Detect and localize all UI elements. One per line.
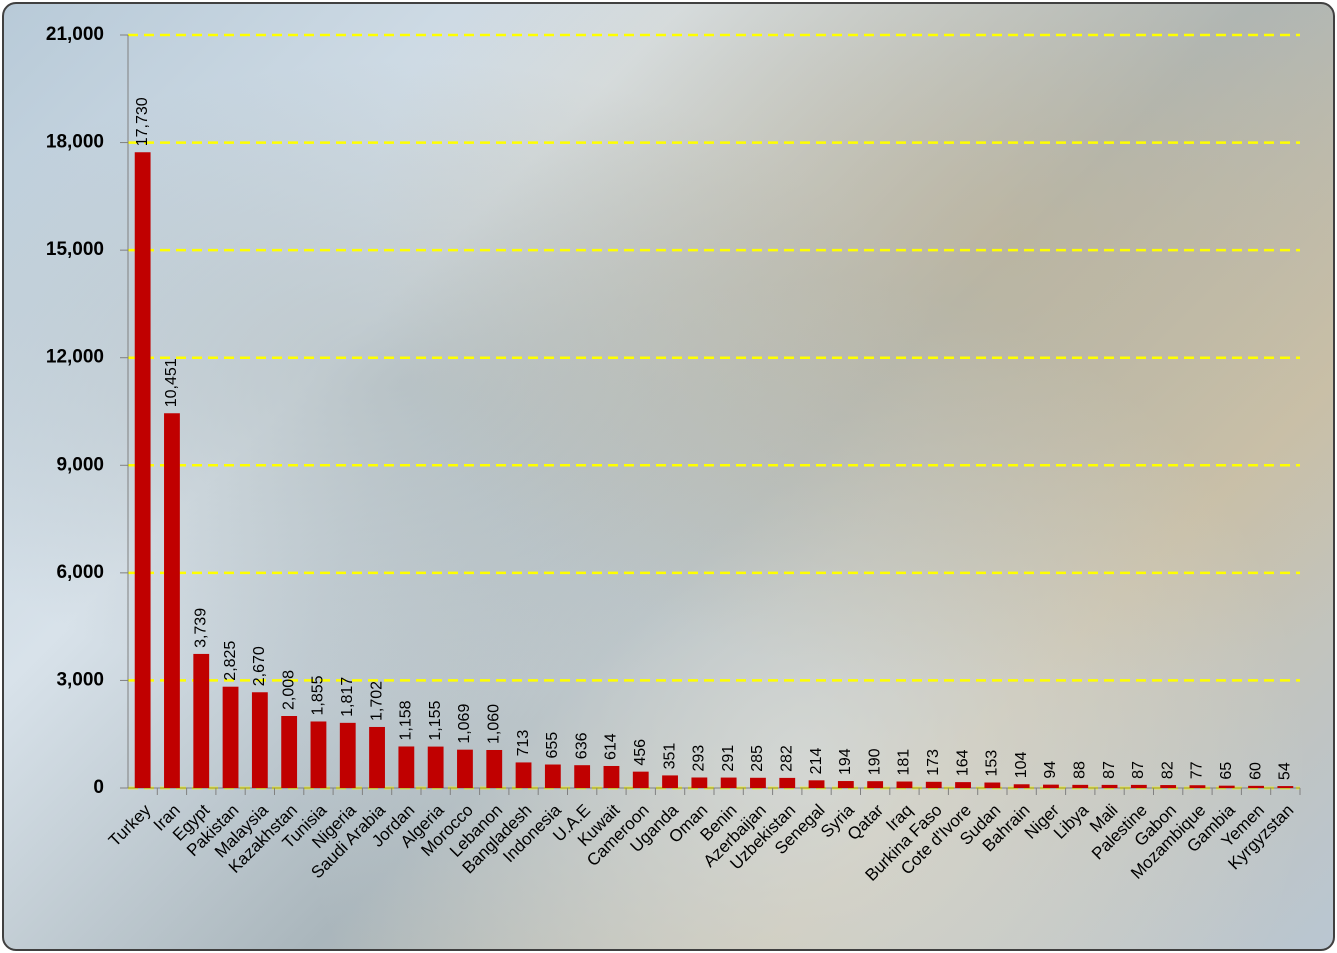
data-label: 1,155	[427, 700, 444, 740]
data-label: 164	[954, 749, 971, 776]
bar	[1218, 785, 1235, 788]
y-tick-label: 21,000	[46, 24, 104, 45]
data-label: 291	[720, 745, 737, 772]
data-label: 82	[1159, 761, 1176, 779]
bar	[750, 777, 766, 788]
data-label: 87	[1101, 761, 1118, 779]
y-tick-label: 15,000	[46, 239, 104, 260]
bar	[193, 653, 210, 788]
bar	[955, 782, 971, 788]
data-label: 713	[515, 730, 532, 757]
bar	[457, 749, 473, 788]
y-tick-label: 12,000	[46, 347, 104, 368]
bar	[691, 777, 708, 788]
data-label: 173	[925, 749, 942, 776]
bar	[1130, 784, 1147, 788]
data-label: 2,670	[251, 646, 268, 686]
data-label: 293	[691, 745, 708, 772]
data-label: 614	[603, 733, 620, 760]
data-label: 655	[544, 732, 561, 759]
bar	[1101, 784, 1118, 788]
data-label: 1,060	[485, 704, 502, 744]
data-label: 94	[1042, 761, 1059, 779]
bar	[632, 771, 649, 788]
data-label: 2,008	[280, 670, 297, 710]
data-label: 2,825	[222, 641, 239, 681]
bar	[837, 781, 854, 788]
bar	[486, 749, 503, 788]
data-label: 636	[573, 732, 590, 759]
x-tick-label: Turkey	[105, 800, 155, 850]
bar	[1072, 784, 1089, 788]
bar	[164, 413, 180, 788]
data-label: 214	[808, 748, 825, 775]
data-label: 77	[1189, 761, 1206, 779]
data-label: 351	[661, 743, 678, 770]
bar	[984, 782, 1001, 788]
data-label: 456	[632, 739, 649, 766]
data-label: 1,069	[456, 704, 473, 744]
bar	[574, 765, 591, 788]
bar	[222, 686, 239, 788]
bar	[369, 726, 385, 788]
data-label: 1,817	[339, 677, 356, 717]
bar	[1013, 784, 1030, 788]
data-label: 194	[837, 748, 854, 775]
bar	[720, 777, 737, 788]
bar	[1277, 786, 1294, 788]
bar	[1043, 784, 1059, 788]
bar	[808, 780, 825, 788]
y-tick-label: 18,000	[46, 132, 104, 153]
data-label: 10,451	[163, 358, 180, 407]
bar	[603, 765, 620, 788]
y-tick-label: 3,000	[56, 669, 104, 690]
bar	[134, 152, 151, 788]
y-tick-label: 0	[93, 777, 104, 798]
bar	[1248, 785, 1264, 788]
data-label: 1,855	[310, 675, 327, 715]
y-tick-label: 9,000	[56, 454, 104, 475]
data-label: 282	[778, 745, 795, 772]
data-label: 3,739	[192, 608, 209, 648]
bar	[398, 746, 415, 788]
data-label: 1,702	[368, 681, 385, 721]
data-label: 87	[1130, 761, 1147, 779]
data-label: 65	[1218, 762, 1235, 780]
data-label: 54	[1277, 762, 1294, 780]
data-label: 104	[1013, 751, 1030, 778]
bar	[515, 762, 532, 788]
data-label: 60	[1247, 762, 1264, 780]
bar	[339, 722, 356, 788]
bar	[662, 775, 678, 788]
bar	[1160, 785, 1177, 788]
data-label: 17,730	[134, 97, 151, 146]
bar	[427, 746, 444, 788]
bar	[544, 764, 561, 788]
bar	[281, 715, 298, 788]
bar	[896, 781, 913, 788]
bar	[779, 777, 796, 788]
bar	[251, 692, 268, 788]
data-label: 190	[866, 748, 883, 775]
data-label: 1,158	[398, 700, 415, 740]
data-label: 181	[896, 749, 913, 776]
y-tick-label: 6,000	[56, 562, 104, 583]
data-label: 153	[984, 750, 1001, 777]
data-label: 285	[749, 745, 766, 772]
bar	[310, 721, 327, 788]
bar	[1189, 785, 1206, 788]
data-label: 88	[1071, 761, 1088, 779]
bar	[867, 781, 884, 788]
bar	[925, 781, 942, 788]
